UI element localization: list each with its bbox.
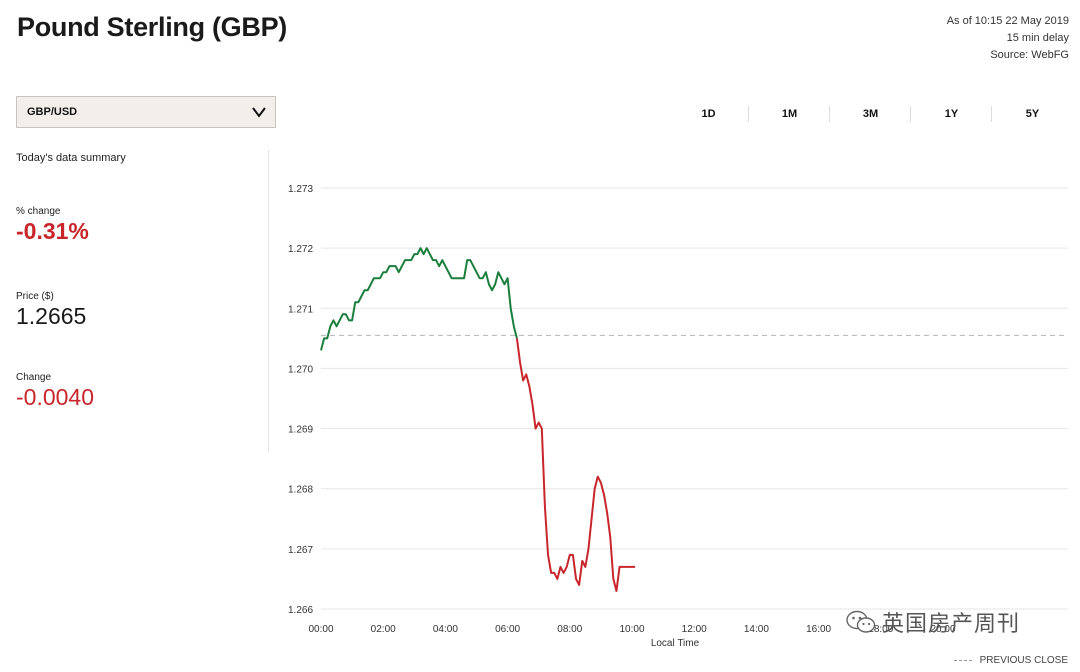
x-tick-label: 18:00 bbox=[868, 624, 893, 635]
x-tick-label: 12:00 bbox=[682, 624, 707, 635]
currency-pair-select[interactable]: GBP/USD bbox=[16, 96, 276, 128]
series-line-up bbox=[320, 247, 518, 351]
data-summary-panel: Today's data summary % change -0.31% Pri… bbox=[16, 148, 266, 410]
previous-close-label: PREVIOUS CLOSE bbox=[979, 655, 1068, 666]
range-tabs: 1D 1M 3M 1Y 5Y bbox=[668, 98, 1073, 132]
price-stat: Price ($) 1.2665 bbox=[16, 291, 86, 330]
pct-change-value: -0.31% bbox=[16, 218, 89, 244]
previous-close-swatch bbox=[953, 660, 972, 661]
panel-divider bbox=[268, 150, 269, 452]
summary-heading: Today's data summary bbox=[16, 152, 126, 164]
x-tick-label: 20:00 bbox=[930, 624, 955, 635]
pct-change-label: % change bbox=[16, 206, 61, 217]
quote-meta: As of 10:15 22 May 2019 15 min delay Sou… bbox=[947, 13, 1069, 64]
delay-note: 15 min delay bbox=[1006, 32, 1069, 44]
pct-change-stat: % change -0.31% bbox=[16, 206, 89, 245]
x-tick-label: 02:00 bbox=[371, 624, 396, 635]
x-tick-label: 06:00 bbox=[495, 624, 520, 635]
data-source: Source: WebFG bbox=[990, 49, 1069, 61]
y-tick-label: 1.266 bbox=[288, 605, 313, 616]
chart-legend: PREVIOUS CLOSE bbox=[953, 655, 1068, 666]
x-tick-label: 16:00 bbox=[806, 624, 831, 635]
tab-label: 1Y bbox=[944, 108, 959, 120]
y-tick-label: 1.270 bbox=[288, 364, 313, 375]
tab-label: 1M bbox=[781, 108, 798, 120]
tab-5y[interactable]: 5Y bbox=[992, 98, 1073, 130]
price-value: 1.2665 bbox=[16, 303, 87, 329]
tab-separator bbox=[748, 106, 749, 122]
x-tick-label: 04:00 bbox=[433, 624, 458, 635]
tab-3m[interactable]: 3M bbox=[830, 98, 911, 130]
wechat-icon bbox=[846, 610, 876, 633]
x-tick-label: 14:00 bbox=[744, 624, 769, 635]
currency-pair-value: GBP/USD bbox=[27, 106, 78, 118]
page-title: Pound Sterling (GBP) bbox=[17, 12, 287, 42]
series-line-down bbox=[515, 338, 636, 592]
tab-separator bbox=[991, 106, 992, 122]
y-tick-label: 1.268 bbox=[288, 485, 313, 496]
x-axis-label: Local Time bbox=[651, 638, 700, 649]
y-tick-label: 1.271 bbox=[288, 304, 313, 315]
tab-label: 1D bbox=[701, 108, 716, 120]
y-tick-label: 1.272 bbox=[288, 244, 313, 255]
x-tick-label: 00:00 bbox=[308, 624, 333, 635]
watermark: 英国房产周刊 bbox=[846, 606, 1020, 638]
chevron-down-icon bbox=[252, 107, 266, 118]
y-tick-label: 1.267 bbox=[288, 545, 313, 556]
tab-1m[interactable]: 1M bbox=[749, 98, 830, 130]
tab-label: 5Y bbox=[1025, 108, 1040, 120]
tab-1d[interactable]: 1D bbox=[668, 98, 749, 130]
y-tick-label: 1.269 bbox=[288, 425, 313, 436]
change-stat: Change -0.0040 bbox=[16, 372, 94, 411]
price-label: Price ($) bbox=[16, 291, 54, 302]
tab-1y[interactable]: 1Y bbox=[911, 98, 992, 130]
tab-separator bbox=[829, 106, 830, 122]
change-value: -0.0040 bbox=[16, 384, 95, 410]
tab-label: 3M bbox=[862, 108, 879, 120]
x-tick-label: 10:00 bbox=[619, 624, 644, 635]
tab-separator bbox=[910, 106, 911, 122]
as-of-timestamp: As of 10:15 22 May 2019 bbox=[946, 15, 1069, 27]
change-label: Change bbox=[16, 372, 52, 383]
y-tick-label: 1.273 bbox=[288, 184, 313, 195]
watermark-text: 英国房产周刊 bbox=[882, 611, 1021, 636]
x-tick-label: 08:00 bbox=[557, 624, 582, 635]
